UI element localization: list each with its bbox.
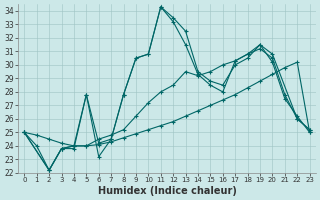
X-axis label: Humidex (Indice chaleur): Humidex (Indice chaleur) — [98, 186, 236, 196]
